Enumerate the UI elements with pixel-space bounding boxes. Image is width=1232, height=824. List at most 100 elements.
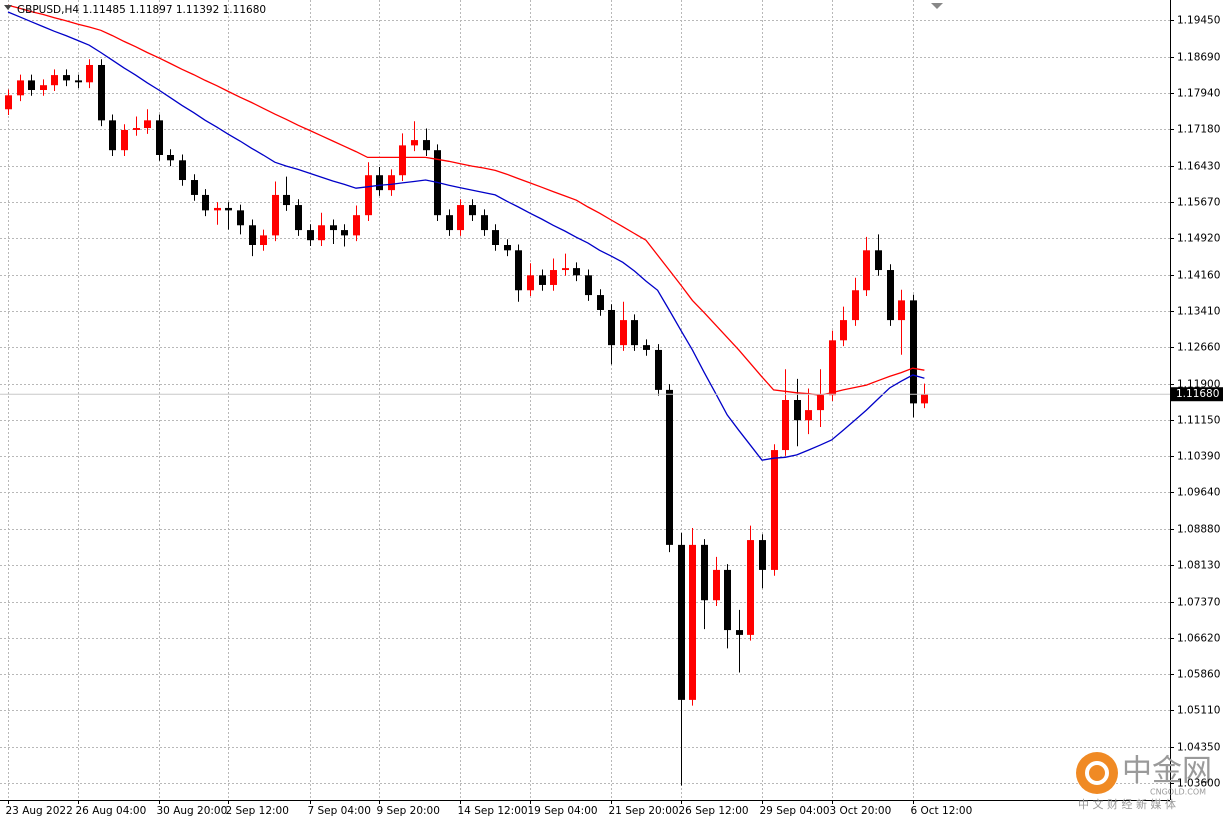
candle-body: [388, 175, 395, 191]
x-tick-label: 29 Sep 04:00: [760, 805, 830, 817]
candle-body: [620, 320, 627, 346]
candle-body: [191, 180, 198, 195]
y-tick-label: 1.17940: [1177, 88, 1220, 100]
candle-body: [353, 215, 360, 236]
candle-body: [794, 400, 801, 421]
candle-body: [133, 128, 140, 130]
candle-body: [910, 300, 917, 404]
candle-body: [631, 320, 638, 346]
candle-body: [446, 215, 453, 231]
y-tick-label: 1.15670: [1177, 197, 1220, 209]
x-tick-label: 23 Aug 2022: [6, 805, 73, 817]
candle-body: [713, 569, 720, 601]
x-tick-label: 30 Aug 20:00: [157, 805, 228, 817]
y-tick-label: 1.06620: [1177, 633, 1220, 645]
candle-body: [365, 175, 372, 216]
plot: [5, 4, 928, 786]
symbol-icon: [4, 5, 12, 10]
y-tick-label: 1.09640: [1177, 487, 1220, 499]
candle-body: [249, 225, 256, 246]
x-tick-label: 6 Oct 12:00: [911, 805, 973, 817]
candle-body: [887, 270, 894, 321]
candle-body: [423, 140, 430, 151]
x-tick-label: 26 Sep 12:00: [679, 805, 749, 817]
candle-body: [573, 268, 580, 276]
candle-body: [318, 225, 325, 241]
candle-body: [504, 245, 511, 251]
last-price-label: 1.11680: [1176, 388, 1219, 400]
candle-body: [550, 270, 557, 285]
candle-body: [585, 275, 592, 296]
candle-body: [898, 300, 905, 321]
candle-body: [829, 340, 836, 396]
watermark-logo-icon: [1076, 752, 1118, 794]
candle-body: [643, 345, 650, 350]
y-tick-label: 1.18690: [1177, 52, 1220, 64]
candle-body: [399, 145, 406, 176]
moving-average-line: [7, 11, 925, 461]
x-tick-label: 3 Oct 20:00: [830, 805, 892, 817]
candle-body: [17, 80, 24, 96]
candle-body: [805, 410, 812, 421]
candle-body: [376, 175, 383, 191]
candle-body: [98, 64, 105, 121]
candle-body: [597, 295, 604, 310]
watermark-tagline: 中 文 财 经 新 媒 体: [1078, 797, 1176, 811]
y-tick-label: 1.08130: [1177, 560, 1220, 572]
y-tick-label: 1.04350: [1177, 742, 1220, 754]
candle-body: [666, 389, 673, 545]
y-tick-label: 1.12660: [1177, 342, 1220, 354]
candle-body: [341, 230, 348, 236]
candle-body: [655, 349, 662, 390]
candle-body: [202, 194, 209, 211]
candle-body: [608, 309, 615, 346]
candle-body: [678, 544, 685, 700]
chart-title: GBPUSD,H4 1.11485 1.11897 1.11392 1.1168…: [17, 4, 266, 16]
candle-body: [75, 80, 82, 83]
candle-body: [28, 80, 35, 91]
y-tick-label: 1.17180: [1177, 124, 1220, 136]
x-tick-label: 21 Sep 20:00: [609, 805, 679, 817]
y-tick-label: 1.05860: [1177, 669, 1220, 681]
y-tick-label: 1.03600: [1177, 778, 1220, 790]
candle-body: [875, 250, 882, 271]
candle-body: [724, 569, 731, 631]
candle-body: [527, 275, 534, 291]
candle-body: [457, 205, 464, 231]
candle-body: [295, 205, 302, 231]
candle-body: [469, 205, 476, 216]
y-tick-label: 1.16430: [1177, 161, 1220, 173]
candle-body: [214, 207, 221, 211]
x-tick-label: 7 Sep 04:00: [308, 805, 371, 817]
y-tick-label: 1.14920: [1177, 233, 1220, 245]
watermark-logo: 中金网: [1122, 754, 1212, 789]
last-price-box: [1171, 387, 1223, 402]
watermark: 中金网 CNGOLD.COM 中 文 财 经 新 媒 体: [1076, 752, 1212, 811]
candle-body: [782, 400, 789, 451]
candle-body: [260, 235, 267, 246]
candle-body: [167, 154, 174, 161]
candle-body: [840, 320, 847, 341]
candle-body: [63, 75, 70, 81]
candle-body: [539, 275, 546, 285]
candle-body: [330, 225, 337, 231]
moving-average-line: [7, 4, 925, 396]
candle-body: [481, 215, 488, 231]
candle-body: [411, 140, 418, 146]
candle-body: [817, 395, 824, 411]
x-tick-label: 9 Sep 20:00: [377, 805, 440, 817]
candle-body: [701, 544, 708, 601]
x-tick-label: 14 Sep 12:00: [458, 805, 528, 817]
candle-body: [5, 95, 12, 110]
candle-body: [562, 268, 569, 271]
candle-body: [237, 210, 244, 226]
y-tick-label: 1.08880: [1177, 524, 1220, 536]
candle-body: [492, 230, 499, 246]
candle-body: [144, 120, 151, 129]
x-tick-label: 2 Sep 12:00: [226, 805, 289, 817]
y-tick-label: 1.14160: [1177, 270, 1220, 282]
candle-body: [51, 75, 58, 86]
candle-body: [121, 129, 128, 151]
